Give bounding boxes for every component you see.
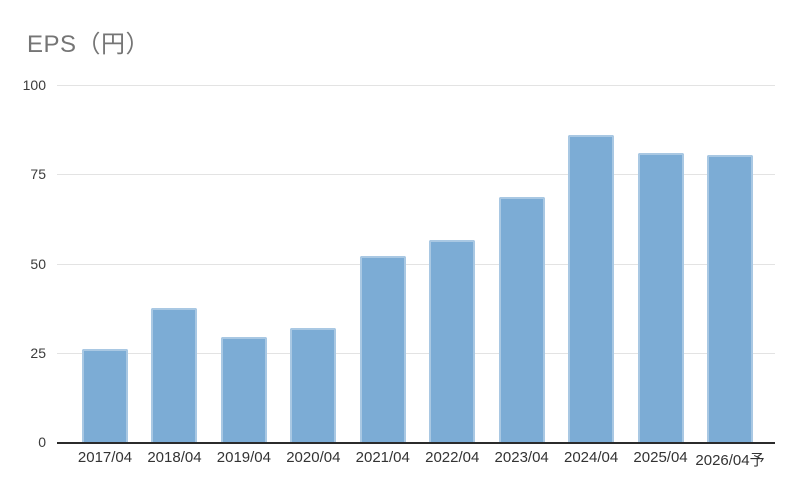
bar-2017/04[interactable] [82, 349, 128, 442]
bar-2018/04[interactable] [151, 308, 198, 442]
bar-2020/04[interactable] [290, 327, 337, 442]
y-tick-label-0: 0 [38, 434, 46, 450]
y-tick-label-100: 100 [22, 77, 46, 93]
y-tick-label-25: 25 [30, 344, 46, 361]
gridline-100 [57, 85, 775, 86]
x-tick-label-2017/04: 2017/04 [77, 449, 133, 466]
x-tick-label-2020/04: 2020/04 [286, 449, 341, 466]
gridline-25 [57, 352, 775, 354]
gridline-75 [57, 174, 775, 176]
x-tick-label-2018/04: 2018/04 [147, 449, 202, 466]
bar-2019/04[interactable] [220, 336, 267, 442]
chart-title: EPS（円） [27, 31, 151, 58]
x-tick-label-2019/04: 2019/04 [216, 449, 271, 466]
y-tick-label-75: 75 [30, 166, 46, 183]
bar-2022/04[interactable] [429, 240, 476, 442]
bar-2024/04[interactable] [568, 134, 615, 442]
x-tick-label-2023/04: 2023/04 [494, 449, 549, 466]
bar-2023/04[interactable] [498, 197, 545, 442]
x-tick-label-2024/04: 2024/04 [563, 449, 619, 466]
bar-2021/04[interactable] [359, 256, 406, 442]
x-tick-label-2022/04: 2022/04 [425, 449, 480, 466]
bar-2026/04予[interactable] [707, 154, 753, 442]
y-tick-label-50: 50 [30, 255, 46, 272]
gridline-50 [57, 263, 775, 265]
x-tick-label-2021/04: 2021/04 [355, 449, 410, 466]
bar-2025/04[interactable] [637, 152, 684, 442]
plot-area [57, 85, 775, 444]
x-tick-label-2026/04予: 2026/04予 [695, 452, 765, 469]
x-tick-label-2025/04: 2025/04 [633, 449, 688, 466]
